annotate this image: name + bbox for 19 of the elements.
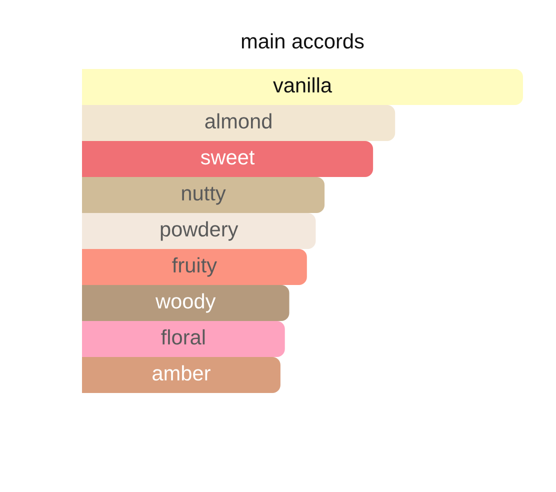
bar: [82, 141, 374, 177]
y-tick-label: vanilla: [273, 77, 332, 93]
bar: [82, 177, 325, 213]
bar: [82, 69, 523, 105]
bar: [82, 357, 280, 393]
y-tick-label: almond: [205, 113, 272, 129]
y-tick-label: sweet: [200, 150, 255, 165]
y-tick-label: amber: [152, 365, 210, 381]
bar: [82, 285, 290, 321]
bar: [82, 105, 396, 141]
y-tick-label: woody: [155, 293, 216, 313]
bar: [82, 321, 285, 357]
y-tick-label: floral: [161, 329, 205, 345]
bar: [82, 213, 316, 249]
chart-title: main accords: [242, 33, 364, 49]
bar: [82, 249, 307, 285]
y-tick-label: fruity: [172, 257, 217, 277]
y-tick-label: nutty: [182, 186, 226, 205]
y-tick-label: powdery: [160, 221, 238, 241]
